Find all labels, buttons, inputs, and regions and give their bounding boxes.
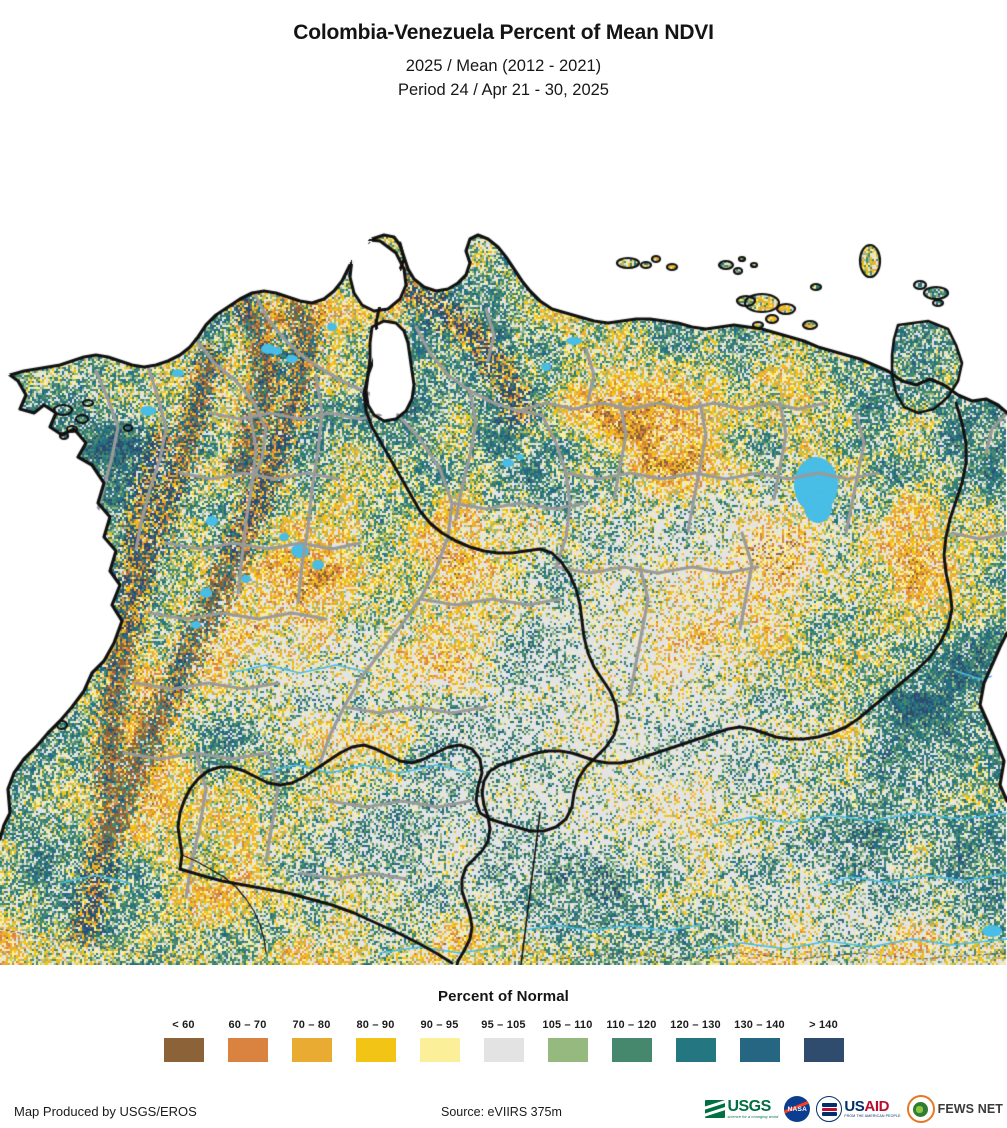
legend-item-label: 70 – 80 bbox=[292, 1019, 331, 1031]
legend-item-swatch bbox=[483, 1038, 524, 1062]
legend-swatch-row: < 60 60 – 70 70 – 80 80 – 90 90 – 95 95 – 105… bbox=[0, 1019, 1007, 1062]
legend-item-label: 95 – 105 bbox=[481, 1019, 526, 1031]
usaid-logo-word-us: US bbox=[844, 1098, 865, 1116]
legend-item: 130 – 140 bbox=[728, 1019, 792, 1062]
legend-item: 95 – 105 bbox=[472, 1019, 536, 1062]
usgs-logo-word: USGS bbox=[727, 1097, 771, 1115]
legend-item-swatch bbox=[803, 1038, 844, 1062]
usgs-logo-tagline: science for a changing world bbox=[727, 1114, 779, 1119]
legend-item-label: < 60 bbox=[172, 1019, 195, 1031]
legend-item-label: 110 – 120 bbox=[606, 1019, 657, 1031]
legend-item-label: 80 – 90 bbox=[356, 1019, 395, 1031]
usgs-wave-icon bbox=[705, 1100, 726, 1118]
legend-item: 105 – 110 bbox=[536, 1019, 600, 1062]
fews-net-logo-word: FEWS NET bbox=[937, 1102, 1003, 1116]
legend-item-swatch bbox=[739, 1038, 780, 1062]
map-credit-text: Map Produced by USGS/EROS bbox=[14, 1104, 197, 1119]
legend-item-swatch bbox=[675, 1038, 716, 1062]
legend-item-swatch bbox=[611, 1038, 652, 1062]
page-title: Colombia-Venezuela Percent of Mean NDVI bbox=[293, 21, 714, 44]
legend-item: > 140 bbox=[792, 1019, 856, 1062]
legend-item: 80 – 90 bbox=[344, 1019, 408, 1062]
usgs-logo[interactable]: USGS science for a changing world bbox=[705, 1095, 778, 1123]
map-subtitle-date-range: Period 24 / Apr 21 - 30, 2025 bbox=[398, 81, 609, 100]
legend-item-swatch bbox=[163, 1038, 204, 1062]
legend-item: 120 – 130 bbox=[664, 1019, 728, 1062]
legend-item-label: 130 – 140 bbox=[734, 1019, 785, 1031]
legend-item-swatch bbox=[355, 1038, 396, 1062]
legend-item-swatch bbox=[547, 1038, 588, 1062]
data-source-text: Source: eVIIRS 375m bbox=[441, 1105, 562, 1119]
legend-item: < 60 bbox=[152, 1019, 216, 1062]
nasa-logo-word: NASA bbox=[787, 1105, 808, 1113]
legend-title: Percent of Normal bbox=[438, 988, 569, 1005]
logo-strip: USGS science for a changing world NASA bbox=[705, 1094, 1003, 1124]
usaid-logo-word-aid: AID bbox=[864, 1098, 890, 1116]
map-subtitle-period-mean: 2025 / Mean (2012 - 2021) bbox=[405, 57, 602, 76]
legend: Percent of Normal < 60 60 – 70 70 – 80 80 –… bbox=[0, 988, 1007, 1062]
usaid-logo-tagline: FROM THE AMERICAN PEOPLE bbox=[844, 1114, 901, 1119]
legend-item-label: 60 – 70 bbox=[228, 1019, 267, 1031]
map-area[interactable] bbox=[0, 113, 1007, 965]
nasa-logo[interactable]: NASA bbox=[784, 1095, 811, 1123]
fews-net-logo[interactable]: FEWS NET bbox=[906, 1095, 1003, 1123]
ndvi-raster-map[interactable] bbox=[0, 113, 1007, 965]
title-block: Colombia-Venezuela Percent of Mean NDVI … bbox=[0, 0, 1007, 103]
legend-item-swatch bbox=[419, 1038, 460, 1062]
usaid-logo[interactable]: USAID FROM THE AMERICAN PEOPLE bbox=[816, 1095, 901, 1123]
legend-item-label: 90 – 95 bbox=[420, 1019, 459, 1031]
legend-item-label: > 140 bbox=[809, 1019, 838, 1031]
legend-item: 110 – 120 bbox=[600, 1019, 664, 1062]
usaid-seal-icon bbox=[816, 1096, 843, 1122]
nasa-meatball-icon: NASA bbox=[784, 1096, 811, 1122]
legend-item-label: 120 – 130 bbox=[670, 1019, 721, 1031]
legend-item-label: 105 – 110 bbox=[542, 1019, 593, 1031]
legend-item: 70 – 80 bbox=[280, 1019, 344, 1062]
legend-item-swatch bbox=[291, 1038, 332, 1062]
legend-item: 60 – 70 bbox=[216, 1019, 280, 1062]
footer: Map Produced by USGS/EROS Source: eVIIRS… bbox=[0, 1090, 1007, 1128]
fews-net-globe-icon bbox=[906, 1095, 935, 1123]
legend-item-swatch bbox=[227, 1038, 268, 1062]
legend-item: 90 – 95 bbox=[408, 1019, 472, 1062]
